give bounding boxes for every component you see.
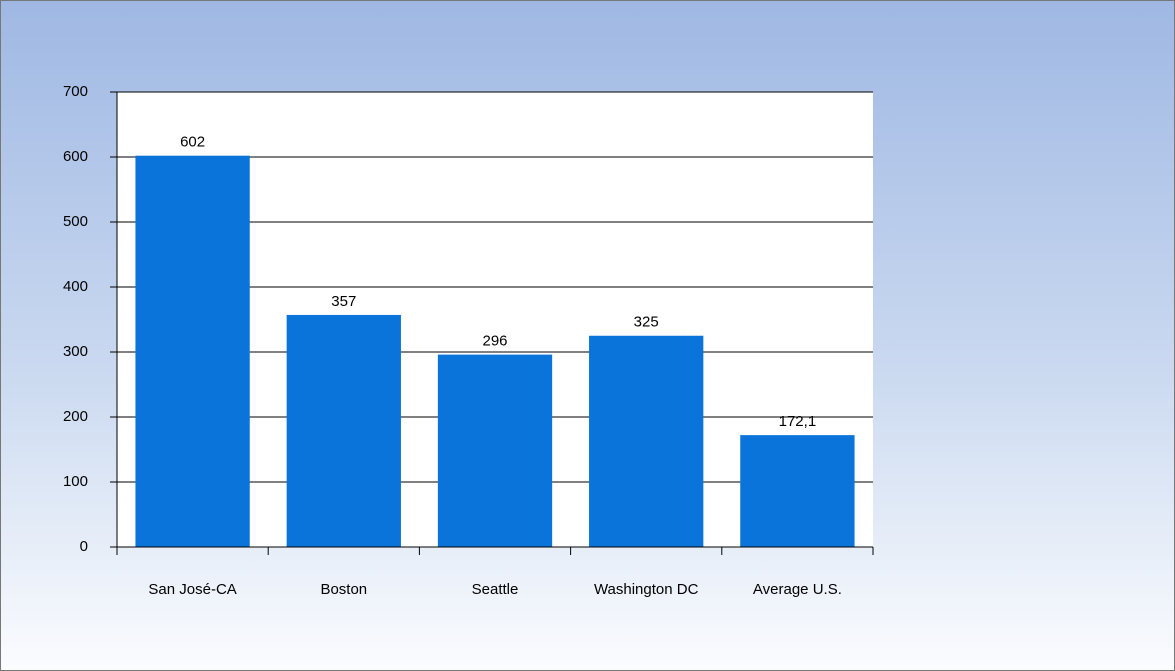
x-tick-label: Washington DC <box>594 581 699 598</box>
y-tick-label: 400 <box>63 278 88 295</box>
y-tick-label: 600 <box>63 148 88 165</box>
data-label: 357 <box>331 293 356 310</box>
y-tick-label: 300 <box>63 343 88 360</box>
x-tick-label: Boston <box>320 581 367 598</box>
data-label: 602 <box>180 134 205 151</box>
data-label: 172,1 <box>779 413 817 430</box>
bar <box>740 435 855 547</box>
y-tick-label: 700 <box>63 83 88 100</box>
bar <box>135 155 250 547</box>
y-tick-label: 200 <box>63 408 88 425</box>
bar <box>437 354 553 547</box>
bar <box>589 335 704 547</box>
y-tick-label: 0 <box>80 538 88 555</box>
data-label: 325 <box>634 314 659 331</box>
x-tick-label: Seattle <box>472 581 519 598</box>
y-tick-label: 100 <box>63 473 88 490</box>
x-tick-label: Average U.S. <box>753 581 842 598</box>
x-tick-label: San José-CA <box>148 581 236 598</box>
bar <box>286 314 401 547</box>
y-tick-label: 500 <box>63 213 88 230</box>
data-label: 296 <box>482 333 507 350</box>
